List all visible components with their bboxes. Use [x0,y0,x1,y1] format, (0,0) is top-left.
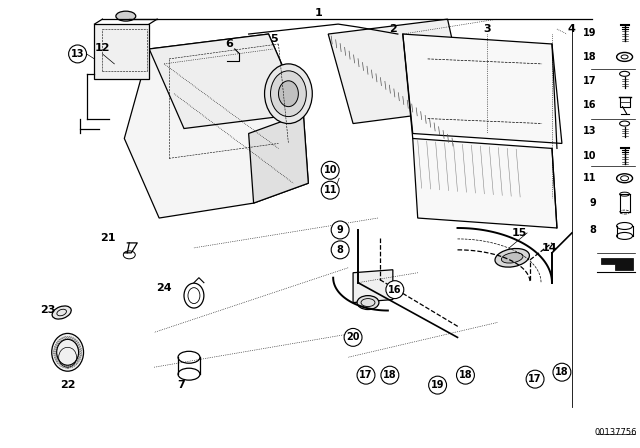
Text: 20: 20 [346,332,360,342]
Polygon shape [328,19,467,124]
Ellipse shape [264,64,312,124]
Text: 12: 12 [95,43,110,53]
Circle shape [526,370,544,388]
Text: 18: 18 [383,370,397,380]
Text: 14: 14 [542,243,557,253]
Text: 22: 22 [60,380,76,390]
Text: 10: 10 [323,165,337,175]
Text: 16: 16 [583,99,596,110]
Ellipse shape [278,81,298,107]
Polygon shape [124,34,308,218]
Text: 18: 18 [583,52,596,62]
Text: 6: 6 [225,39,233,49]
Text: 4: 4 [568,24,576,34]
Text: 24: 24 [156,283,172,293]
Ellipse shape [271,71,307,116]
Polygon shape [95,24,149,79]
Ellipse shape [52,333,84,371]
Text: 8: 8 [337,245,344,255]
Circle shape [321,161,339,179]
Text: 11: 11 [583,173,596,183]
Text: 5: 5 [269,34,277,44]
Polygon shape [403,34,562,143]
Ellipse shape [501,253,523,263]
Text: 10: 10 [583,151,596,161]
Text: 7: 7 [177,380,185,390]
Text: 23: 23 [40,305,56,314]
Text: 17: 17 [583,76,596,86]
Polygon shape [249,114,308,203]
Circle shape [381,366,399,384]
Circle shape [456,366,474,384]
Polygon shape [601,258,632,270]
Ellipse shape [52,306,71,319]
Ellipse shape [357,296,379,310]
Polygon shape [353,270,393,302]
Text: 00137756: 00137756 [595,428,637,437]
Text: 16: 16 [388,284,401,295]
Ellipse shape [116,11,136,21]
Text: 9: 9 [337,225,344,235]
Text: 17: 17 [529,374,542,384]
Text: 18: 18 [555,367,569,377]
Text: 8: 8 [590,225,596,235]
Text: 19: 19 [431,380,444,390]
Circle shape [386,281,404,299]
Ellipse shape [495,249,529,267]
Text: 19: 19 [583,28,596,38]
Text: 17: 17 [359,370,372,380]
Circle shape [553,363,571,381]
Polygon shape [413,138,557,228]
Text: 13: 13 [583,125,596,135]
Text: 3: 3 [484,24,491,34]
Circle shape [331,241,349,259]
Circle shape [321,181,339,199]
Text: 21: 21 [100,233,115,243]
Text: 11: 11 [323,185,337,195]
Polygon shape [149,34,303,129]
Text: 2: 2 [389,24,397,34]
Circle shape [331,221,349,239]
Text: 1: 1 [314,8,322,18]
Text: 15: 15 [512,228,527,238]
Text: 13: 13 [71,49,84,59]
Text: 18: 18 [459,370,472,380]
Circle shape [429,376,447,394]
Circle shape [357,366,375,384]
Text: 9: 9 [590,198,596,208]
Circle shape [68,45,86,63]
Circle shape [344,328,362,346]
